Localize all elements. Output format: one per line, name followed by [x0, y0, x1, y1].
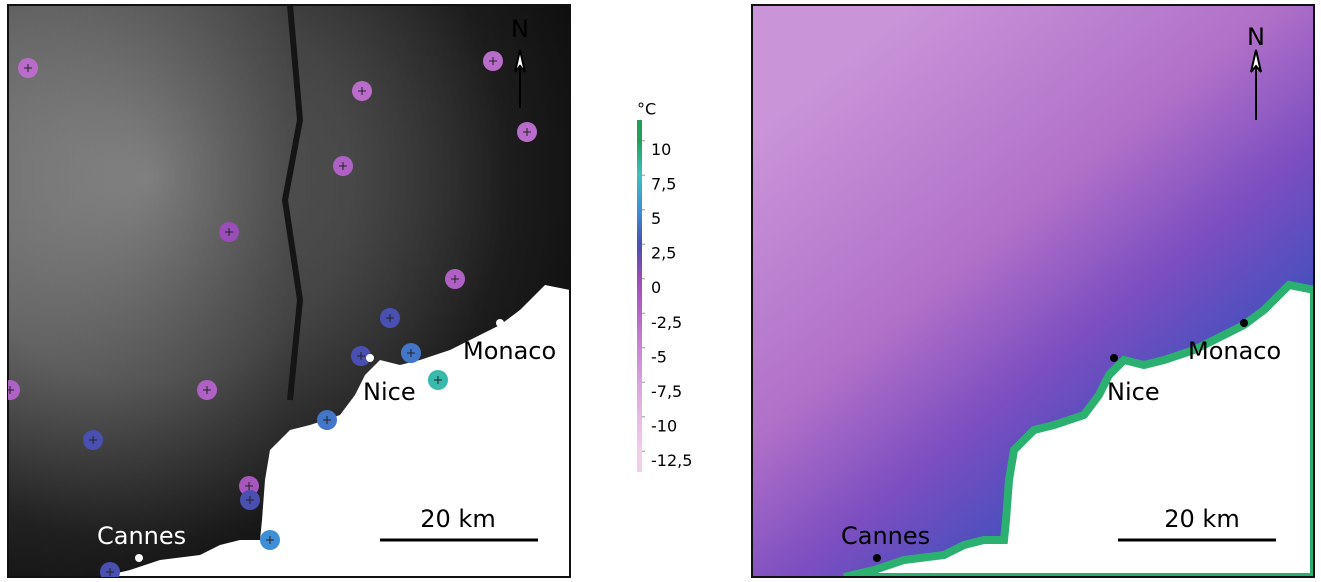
city-label: Monaco — [463, 337, 556, 365]
station-cross — [323, 416, 331, 424]
city-dot — [873, 554, 881, 562]
city-label: Monaco — [1188, 337, 1281, 365]
station-cross — [89, 436, 97, 444]
city-label: Cannes — [841, 522, 930, 550]
station-cross — [8, 386, 14, 394]
scale-bar-label: 20 km — [420, 505, 495, 533]
station-cross — [386, 314, 394, 322]
city-dot — [366, 354, 374, 362]
north-arrow — [1250, 49, 1262, 120]
scale-bar-label: 20 km — [1164, 505, 1239, 533]
city-label: Nice — [1107, 378, 1160, 406]
station-cross — [434, 376, 442, 384]
station-cross — [451, 275, 459, 283]
elevation-map — [8, 5, 570, 577]
colorbar-tick-label: 0 — [651, 278, 661, 297]
colorbar-tick-label: 2,5 — [651, 244, 676, 263]
station-cross — [358, 87, 366, 95]
stations — [8, 51, 537, 577]
colorbar-tick-label: 10 — [651, 140, 671, 159]
north-arrow — [514, 49, 526, 108]
colorbar-unit: °C — [637, 100, 656, 119]
station-cross — [407, 349, 415, 357]
station-cross — [225, 228, 233, 236]
city-dot — [1240, 319, 1248, 327]
station-cross — [203, 386, 211, 394]
colorbar-tick-label: -2,5 — [651, 313, 682, 332]
colorbar — [637, 120, 642, 472]
north-label: N — [1247, 23, 1265, 51]
colorbar-tick-label: 7,5 — [651, 175, 676, 194]
city-label: Nice — [363, 378, 416, 406]
station-cross — [24, 64, 32, 72]
colorbar-tick-label: -5 — [651, 347, 667, 366]
panel-border — [751, 4, 1315, 578]
station-cross — [357, 352, 365, 360]
station-cross — [266, 536, 274, 544]
temperature-map — [752, 5, 1314, 577]
north-label: N — [511, 15, 529, 43]
city-dot — [1110, 354, 1118, 362]
city-dot — [496, 319, 504, 327]
colorbar-tick-label: 5 — [651, 209, 661, 228]
station-cross — [489, 57, 497, 65]
city-dot — [135, 554, 143, 562]
station-cross — [246, 496, 254, 504]
colorbar-tick-label: -12,5 — [651, 451, 692, 470]
colorbar-tick-label: -10 — [651, 416, 677, 435]
colorbar-tick-label: -7,5 — [651, 382, 682, 401]
station-cross — [339, 162, 347, 170]
city-label: Cannes — [97, 522, 186, 550]
station-cross — [106, 568, 114, 576]
station-cross — [523, 128, 531, 136]
station-cross — [245, 482, 253, 490]
panel-border — [7, 4, 571, 578]
